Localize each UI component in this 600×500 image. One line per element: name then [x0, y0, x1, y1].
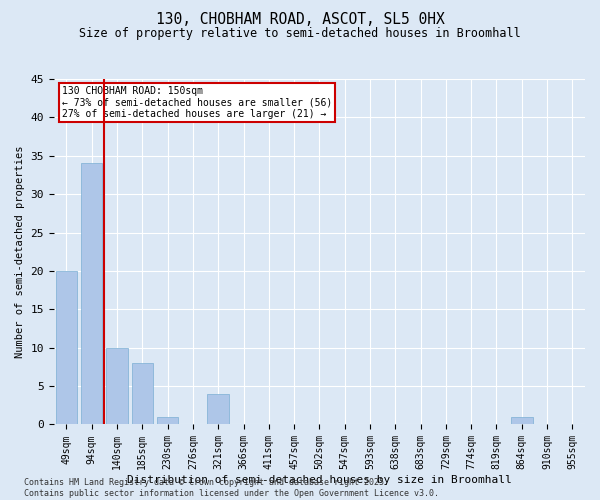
Bar	[157, 417, 178, 424]
Bar	[131, 363, 153, 424]
Text: 130 CHOBHAM ROAD: 150sqm
← 73% of semi-detached houses are smaller (56)
27% of s: 130 CHOBHAM ROAD: 150sqm ← 73% of semi-d…	[62, 86, 332, 119]
Bar	[511, 417, 533, 424]
Bar	[208, 394, 229, 424]
Bar	[81, 164, 103, 424]
Bar	[56, 271, 77, 424]
X-axis label: Distribution of semi-detached houses by size in Broomhall: Distribution of semi-detached houses by …	[127, 475, 512, 485]
Text: Size of property relative to semi-detached houses in Broomhall: Size of property relative to semi-detach…	[79, 28, 521, 40]
Text: Contains HM Land Registry data © Crown copyright and database right 2025.
Contai: Contains HM Land Registry data © Crown c…	[24, 478, 439, 498]
Text: 130, CHOBHAM ROAD, ASCOT, SL5 0HX: 130, CHOBHAM ROAD, ASCOT, SL5 0HX	[155, 12, 445, 28]
Y-axis label: Number of semi-detached properties: Number of semi-detached properties	[15, 146, 25, 358]
Bar	[106, 348, 128, 424]
